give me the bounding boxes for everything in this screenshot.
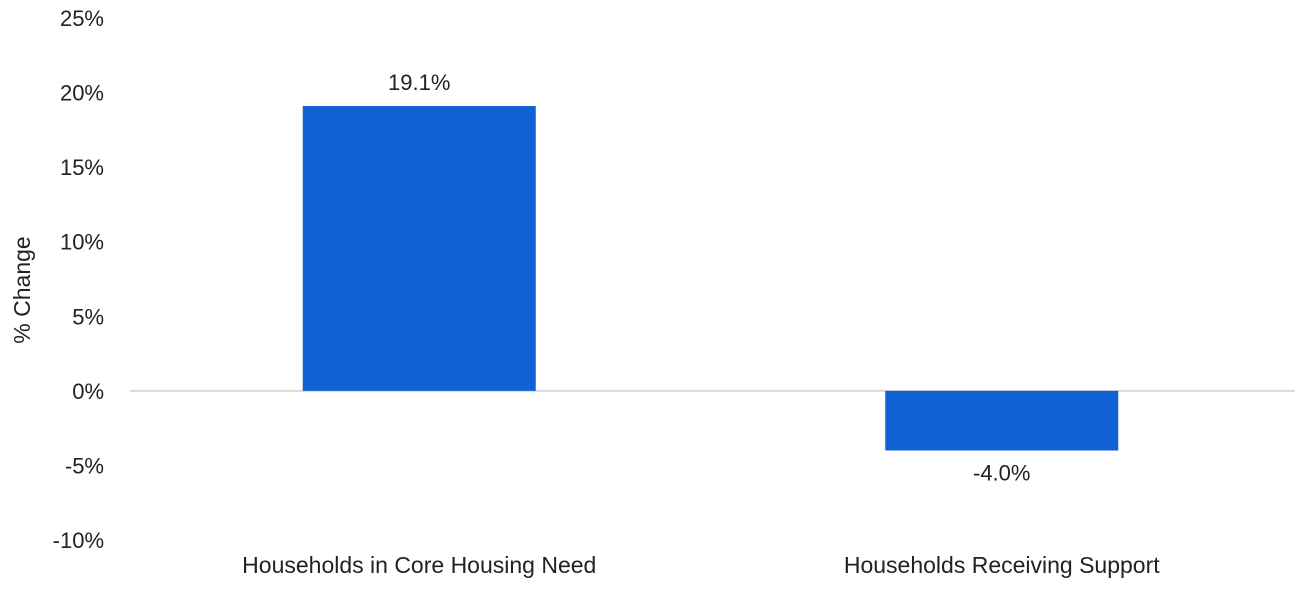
y-tick-label: 15%: [60, 155, 104, 180]
y-axis-ticks: 25% 20% 15% 10% 5% 0% -5% -10%: [53, 6, 104, 553]
x-category-label: Households in Core Housing Need: [242, 552, 596, 578]
bar-2: [885, 390, 1119, 451]
bar-1: [302, 105, 536, 391]
y-axis-title: % Change: [9, 236, 35, 343]
category-labels-group: Households in Core Housing Need Household…: [242, 552, 1160, 578]
data-labels-group: 19.1% -4.0%: [388, 70, 1030, 486]
bar-value-label: 19.1%: [388, 70, 450, 95]
bar-value-label: -4.0%: [973, 461, 1030, 486]
x-category-label: Households Receiving Support: [844, 552, 1160, 578]
y-tick-label: 0%: [72, 379, 104, 404]
y-tick-label: 25%: [60, 6, 104, 31]
y-tick-label: -5%: [65, 453, 104, 478]
y-tick-label: -10%: [53, 528, 104, 553]
bars-group: [302, 105, 1119, 451]
y-tick-label: 5%: [72, 304, 104, 329]
y-tick-label: 10%: [60, 230, 104, 255]
y-tick-label: 20%: [60, 81, 104, 106]
